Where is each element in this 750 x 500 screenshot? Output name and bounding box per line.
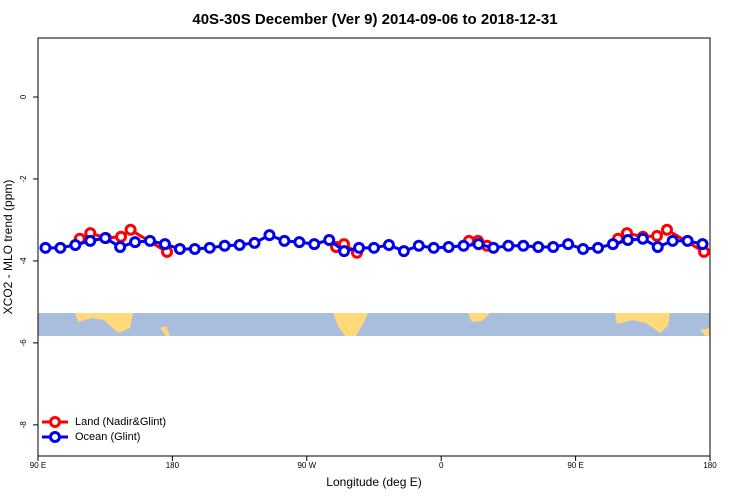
point (158, 238, 171, 251)
point (203, 241, 216, 254)
point (487, 241, 500, 254)
x-tick-label: 180 (703, 461, 717, 470)
y-tick-label: -8 (19, 421, 28, 429)
point (412, 239, 425, 252)
point (144, 234, 156, 247)
point (124, 223, 137, 236)
point (592, 241, 604, 254)
point (532, 241, 545, 253)
point (188, 243, 201, 256)
point (69, 238, 82, 251)
point (278, 234, 291, 247)
point (517, 239, 530, 252)
point (99, 231, 112, 244)
point (457, 239, 470, 252)
x-tick-label: 180 (166, 461, 180, 470)
point (636, 232, 649, 245)
legend-label: Ocean (Glint) (75, 431, 140, 443)
y-tick-label: -2 (19, 175, 28, 183)
point (263, 229, 276, 242)
point (660, 223, 673, 236)
x-axis-label: Longitude (deg E) (326, 475, 421, 489)
point (577, 243, 590, 256)
y-tick-label: -6 (19, 339, 28, 347)
x-tick-label: 90 E (30, 461, 46, 470)
point (666, 234, 679, 247)
legend-marker (49, 416, 61, 428)
point (681, 234, 694, 247)
x-tick-label: 90 W (297, 461, 316, 470)
point (606, 238, 619, 251)
point (651, 241, 664, 253)
point (650, 229, 663, 242)
point (621, 234, 634, 247)
point (382, 238, 395, 251)
point (442, 241, 455, 253)
point (173, 243, 186, 256)
plot-frame (37, 37, 711, 457)
point (129, 236, 142, 249)
point (54, 241, 67, 254)
point (368, 241, 380, 254)
point (427, 241, 440, 254)
point (397, 245, 410, 258)
y-axis-label: XCO2 - MLO trend (ppm) (1, 180, 15, 315)
point (114, 241, 127, 253)
y-tick-label: -4 (19, 257, 28, 265)
point (293, 236, 306, 249)
point (696, 238, 709, 251)
point (218, 239, 231, 252)
point (84, 234, 97, 247)
legend-label: Land (Nadir&Glint) (75, 416, 166, 428)
y-tick-label: 0 (19, 94, 28, 99)
point (472, 238, 485, 251)
map-strip (38, 313, 710, 336)
point (248, 236, 261, 249)
point (323, 234, 336, 247)
x-tick-label: 0 (439, 461, 444, 470)
point (308, 238, 321, 251)
point (39, 241, 52, 254)
point (353, 241, 366, 254)
point (502, 239, 515, 252)
point (115, 230, 128, 243)
point (233, 238, 246, 251)
chart-title: 40S-30S December (Ver 9) 2014-09-06 to 2… (192, 11, 557, 28)
point (562, 238, 575, 251)
point (547, 241, 560, 253)
x-tick-label: 90 E (567, 461, 583, 470)
legend-marker (49, 431, 61, 443)
point (338, 245, 351, 258)
